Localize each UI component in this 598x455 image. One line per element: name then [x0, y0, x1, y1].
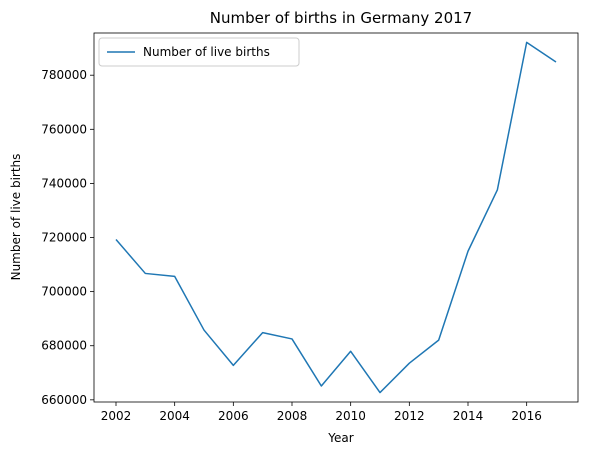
plot-frame: [93, 32, 579, 403]
y-tick-label: 740000: [41, 176, 87, 190]
chart-title: Number of births in Germany 2017: [210, 9, 472, 27]
x-tick-label: 2010: [335, 409, 366, 423]
x-tick-label: 2004: [159, 409, 190, 423]
y-tick-label: 720000: [41, 231, 87, 245]
y-tick-label: 700000: [41, 285, 87, 299]
plot-area: [115, 41, 557, 394]
x-tick-label: 2012: [394, 409, 425, 423]
legend-label: Number of live births: [143, 45, 270, 59]
x-axis-label: Year: [327, 431, 353, 445]
x-tick-label: 2008: [277, 409, 308, 423]
x-axis: 2002 2004 2006 2008 2010 2012 2014 2016: [101, 402, 542, 423]
x-tick-label: 2014: [453, 409, 484, 423]
x-tick-label: 2016: [511, 409, 542, 423]
series-line: [115, 41, 557, 394]
x-tick-label: 2006: [218, 409, 249, 423]
y-axis: 660000 680000 700000 720000 740000 760000 7800…: [41, 68, 94, 407]
y-axis-label: Number of live births: [9, 154, 23, 281]
legend-box: [98, 37, 300, 67]
legend: Number of live births: [98, 37, 300, 67]
y-tick-label: 780000: [41, 68, 87, 82]
y-tick-label: 680000: [41, 339, 87, 353]
x-tick-label: 2002: [101, 409, 132, 423]
y-tick-label: 660000: [41, 393, 87, 407]
y-tick-label: 760000: [41, 122, 87, 136]
